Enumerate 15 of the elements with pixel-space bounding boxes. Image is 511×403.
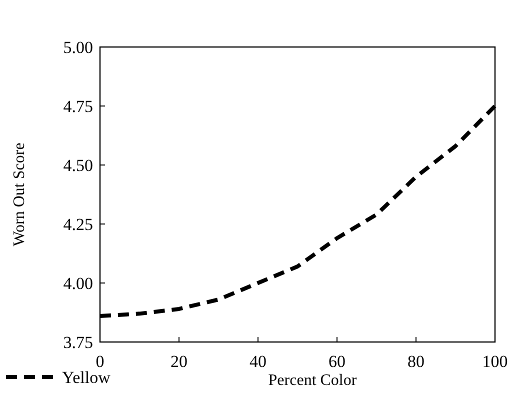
y-tick-label: 4.50: [63, 156, 93, 175]
x-tick-label: 80: [408, 352, 424, 371]
x-tick-label: 20: [170, 352, 188, 371]
y-tick-label: 4.75: [63, 97, 93, 116]
y-axis-title: Worn Out Score: [11, 142, 28, 246]
x-axis-title: Percent Color: [268, 372, 358, 389]
x-tick-label: 60: [328, 352, 346, 371]
x-tick-label: 40: [250, 352, 266, 371]
y-tick-label: 4.25: [63, 215, 93, 234]
y-tick-label: 3.75: [63, 333, 93, 352]
legend-label: Yellow: [62, 368, 112, 387]
x-tick-label: 100: [482, 352, 508, 371]
x-tick-label: 0: [96, 352, 104, 371]
y-tick-label: 5.00: [63, 38, 93, 57]
y-tick-label: 4.00: [63, 274, 93, 293]
